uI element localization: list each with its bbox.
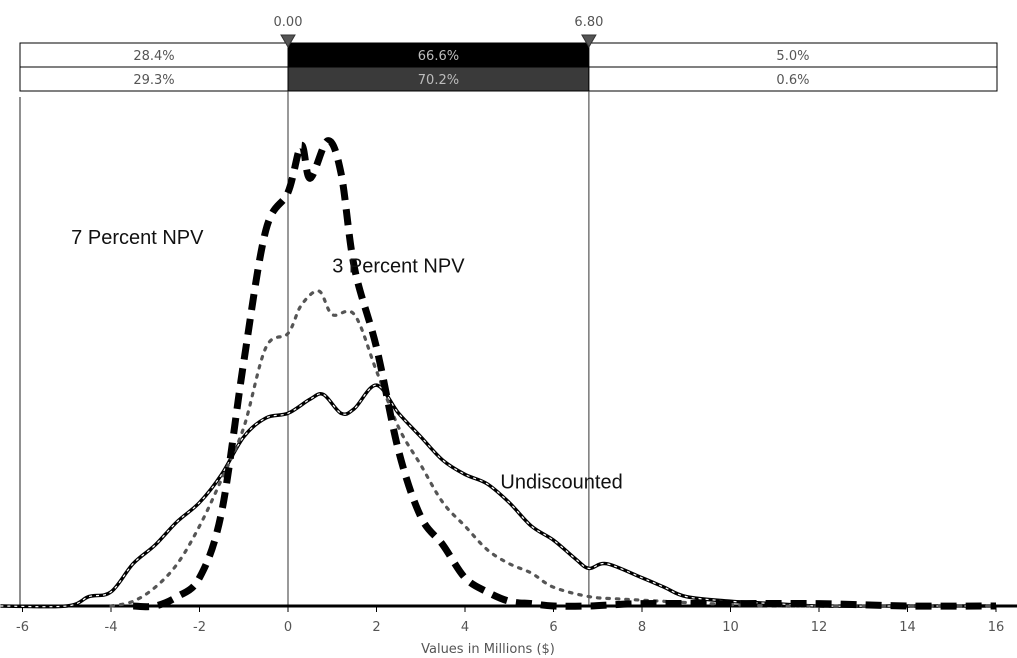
x-tick-label: 8 xyxy=(638,620,646,635)
range-markers[interactable]: 0.00 6.80 xyxy=(274,15,604,606)
band-cell-middle xyxy=(287,66,590,92)
band-cell-middle xyxy=(287,42,590,68)
series-annotations: 7 Percent NPV 3 Percent NPV Undiscounted xyxy=(71,227,623,493)
series-3-percent-npv xyxy=(109,289,998,608)
series-line xyxy=(0,383,996,609)
band-cell-left xyxy=(19,42,289,68)
band-cell-right xyxy=(588,42,998,68)
x-tick-label: 0 xyxy=(284,620,292,635)
series-curves xyxy=(0,137,998,611)
x-tick-label: -4 xyxy=(105,620,118,635)
band-label-right: 5.0% xyxy=(776,49,809,64)
x-tick-label: 12 xyxy=(811,620,828,635)
marker-value-label: 0.00 xyxy=(274,15,303,30)
series-undiscounted xyxy=(0,383,996,609)
x-tick-label: -2 xyxy=(193,620,206,635)
band-label-left: 28.4% xyxy=(133,49,174,64)
annotation-label: 7 Percent NPV xyxy=(71,227,204,249)
band-label-middle: 70.2% xyxy=(418,73,459,88)
x-axis-label: Values in Millions ($) xyxy=(421,642,555,657)
series-line xyxy=(132,137,997,611)
band-label-left: 29.3% xyxy=(133,73,174,88)
annotation-label: Undiscounted xyxy=(500,472,622,494)
series-line-highlight xyxy=(0,384,996,608)
x-tick-label: 10 xyxy=(722,620,739,635)
x-tick-label: 14 xyxy=(899,620,916,635)
annotation-label: 3 Percent NPV xyxy=(332,255,465,277)
series-line xyxy=(109,289,998,608)
x-tick-label: 4 xyxy=(461,620,469,635)
marker-value-label: 6.80 xyxy=(574,15,603,30)
band-label-right: 0.6% xyxy=(776,73,809,88)
x-tick-label: -6 xyxy=(16,620,29,635)
x-tick-label: 6 xyxy=(549,620,557,635)
series-7-percent-npv xyxy=(132,137,997,611)
x-tick-label: 2 xyxy=(372,620,380,635)
marker-handle[interactable] xyxy=(280,34,296,48)
band-label-middle: 66.6% xyxy=(418,49,459,64)
percentile-band-table: 28.4% 66.6% 5.0% 29.3% 70.2% 0.6% xyxy=(19,42,998,92)
marker-handle[interactable] xyxy=(581,34,597,48)
x-tick-label: 16 xyxy=(988,620,1005,635)
x-axis: -6 -4 -2 0 2 4 6 8 10 12 14 16 xyxy=(6,97,1017,635)
band-cell-right xyxy=(588,66,998,92)
